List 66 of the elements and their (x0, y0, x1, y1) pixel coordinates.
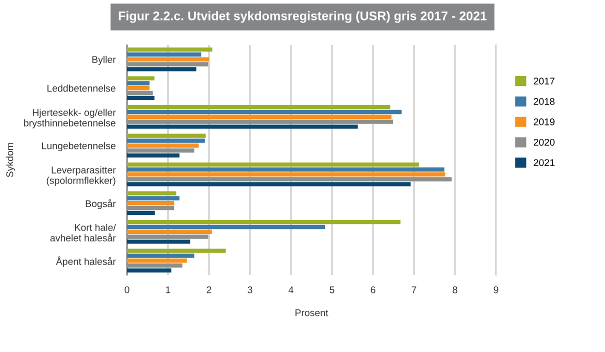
legend-label: 2021 (534, 159, 554, 166)
bar (127, 196, 180, 200)
bar (127, 110, 402, 114)
x-tick-label: 3 (248, 286, 252, 294)
bar (127, 124, 358, 129)
bar (127, 81, 150, 86)
bar (127, 48, 212, 52)
bar (127, 62, 208, 66)
bar (127, 177, 452, 182)
y-tick-label: Leddbetennelse (47, 84, 116, 92)
bar (127, 120, 394, 124)
bar (127, 148, 194, 153)
x-tick-label: 8 (452, 286, 458, 294)
x-tick-label: 6 (370, 286, 376, 294)
legend-label: 2020 (534, 138, 555, 146)
bar (127, 86, 150, 90)
bar (127, 162, 419, 167)
x-tick-label: 2 (206, 286, 212, 294)
bar (127, 134, 206, 138)
bar (127, 263, 182, 268)
bar (127, 138, 205, 143)
bar (127, 248, 226, 253)
x-tick-label: 9 (494, 286, 498, 294)
bar (127, 52, 202, 57)
bar (127, 90, 153, 96)
y-axis-title: Sykdom (6, 143, 16, 178)
y-tick-label: Lungebetennelse (42, 142, 116, 152)
bar (127, 153, 180, 158)
bar (127, 57, 209, 62)
y-tick-label: Leverparasitter (spolormflekker) (46, 166, 116, 186)
x-tick-label: 4 (288, 286, 294, 294)
x-tick-label: 1 (166, 286, 170, 294)
bar (127, 230, 212, 234)
bar (127, 191, 176, 196)
legend-label: 2018 (534, 98, 555, 105)
x-axis-title: Prosent (296, 309, 328, 316)
x-tick-label: 0 (124, 286, 130, 294)
bar (127, 144, 199, 148)
bar (127, 67, 196, 72)
bar (127, 220, 400, 224)
bar (127, 105, 390, 110)
y-tick-label: Kort hale/ avhelet halesår (50, 224, 116, 242)
x-tick-label: 7 (412, 286, 416, 294)
bar (127, 114, 392, 119)
y-tick-label: Åpent halesår (56, 256, 116, 267)
bar (127, 201, 174, 206)
y-tick-label: Bogsår (86, 199, 116, 210)
bar (127, 224, 326, 230)
bar (127, 167, 444, 172)
legend-label: 2017 (534, 78, 554, 85)
bar (127, 206, 174, 210)
bar (127, 172, 446, 176)
legend-label: 2019 (534, 118, 554, 126)
y-tick-label: Hjertesekk- og/eller brysthinnebetennelse (24, 108, 116, 128)
bar (127, 182, 411, 186)
bar (127, 268, 172, 272)
x-tick-label: 5 (330, 286, 334, 294)
chart-title: Figur 2.2.c. Utvidet sykdomsregistering (USR) gris 2017 - 2021 (118, 11, 487, 23)
bar (127, 96, 154, 100)
bar (127, 76, 154, 80)
bar (127, 254, 194, 258)
bar (127, 258, 187, 263)
bar (127, 210, 155, 215)
bar (127, 234, 208, 239)
y-tick-label: Byller (92, 56, 116, 65)
bar (127, 240, 190, 244)
